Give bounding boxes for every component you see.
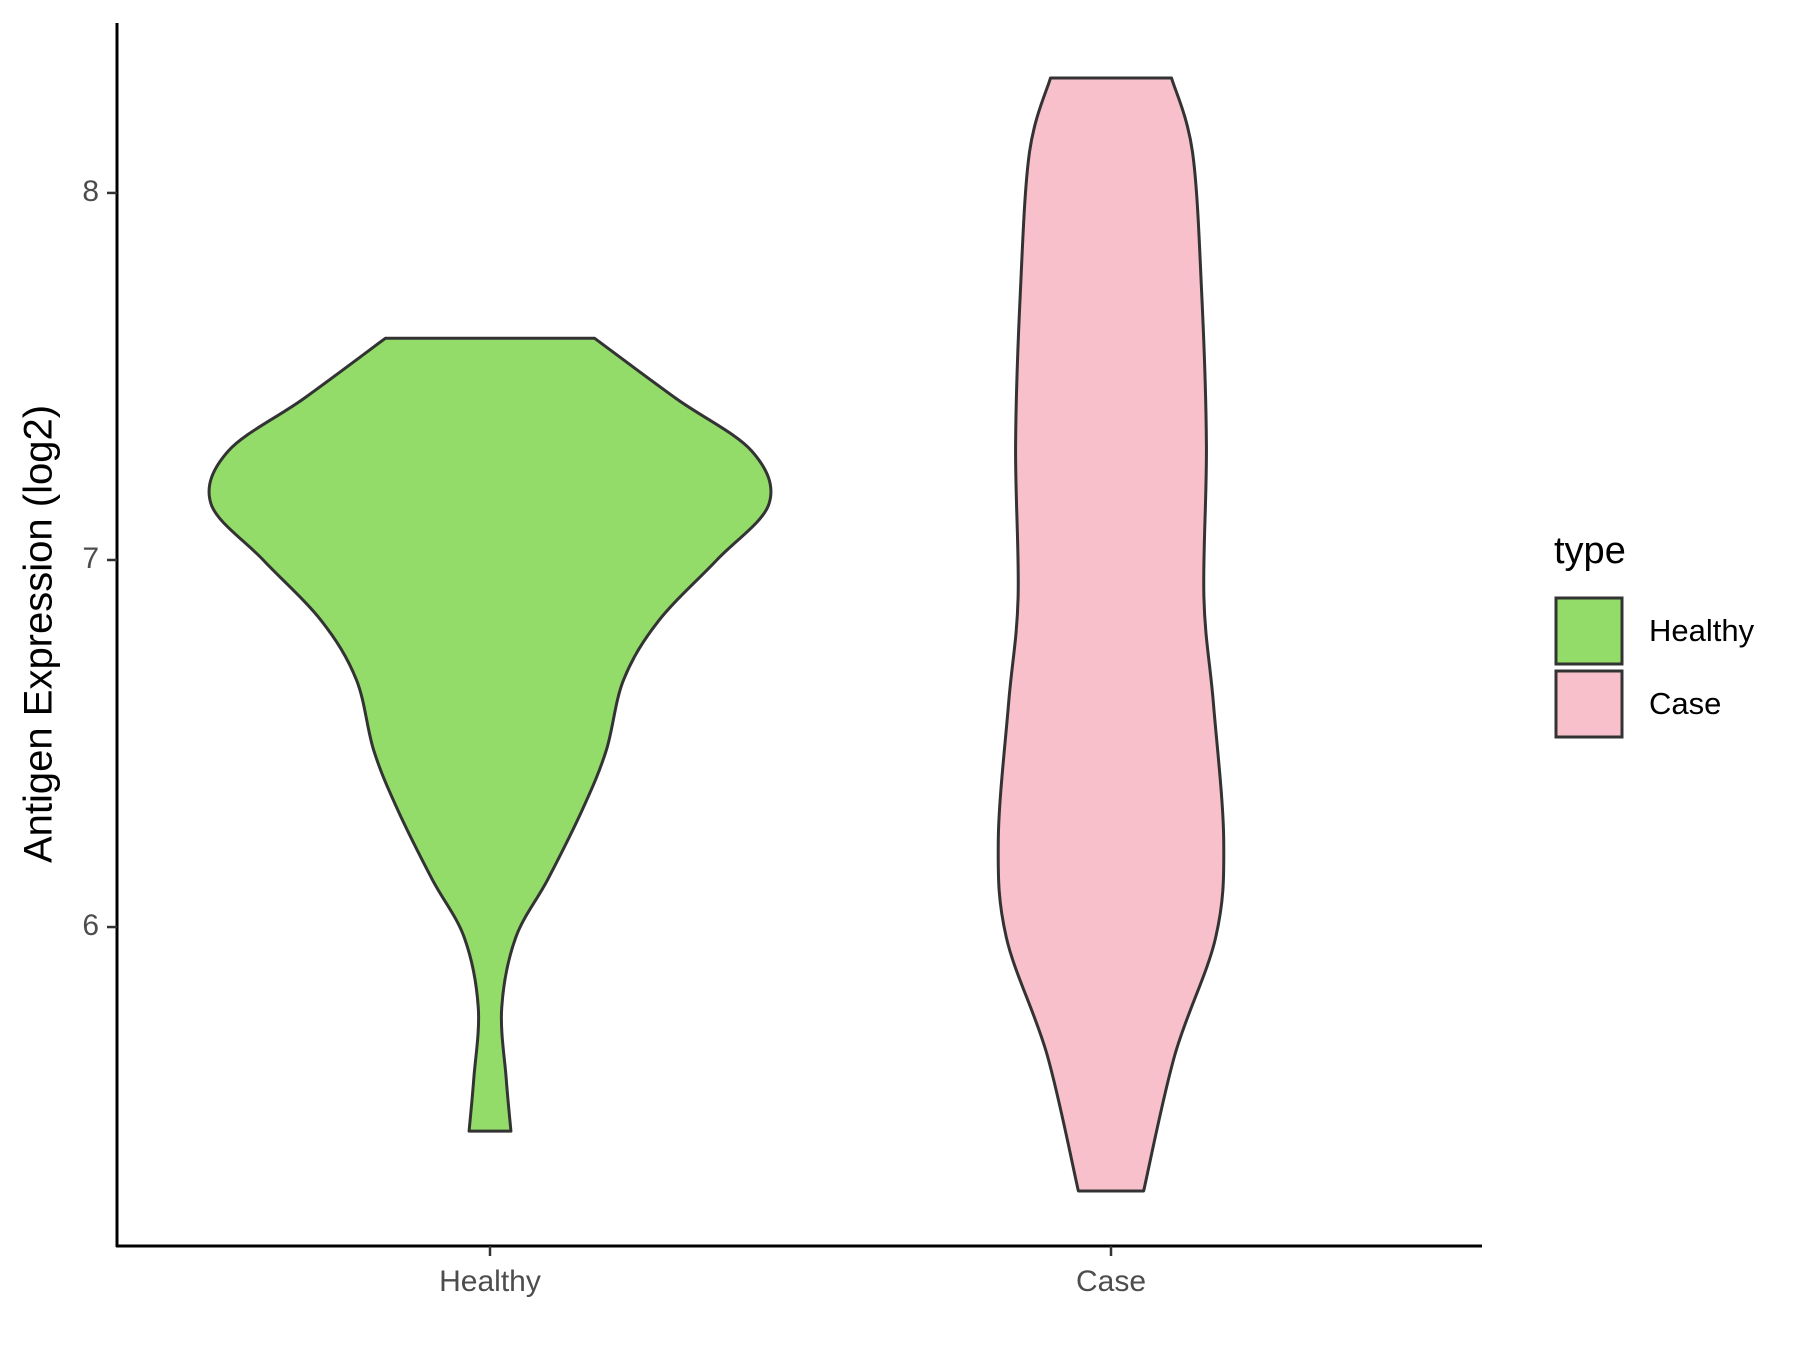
y-tick-label: 7 bbox=[82, 542, 99, 575]
legend-key bbox=[1554, 669, 1624, 739]
legend-title: type bbox=[1554, 530, 1626, 572]
x-tick-label: Healthy bbox=[439, 1265, 541, 1298]
legend-key bbox=[1554, 596, 1624, 666]
y-tick-label: 6 bbox=[82, 909, 99, 942]
y-tick-label: 8 bbox=[82, 175, 99, 208]
violin bbox=[207, 336, 773, 1133]
y-axis-title: Antigen Expression (log2) bbox=[17, 405, 61, 863]
legend-label: Case bbox=[1649, 686, 1721, 721]
x-tick-label: Case bbox=[1076, 1265, 1146, 1298]
legend-label: Healthy bbox=[1649, 613, 1755, 648]
violin bbox=[996, 76, 1226, 1193]
